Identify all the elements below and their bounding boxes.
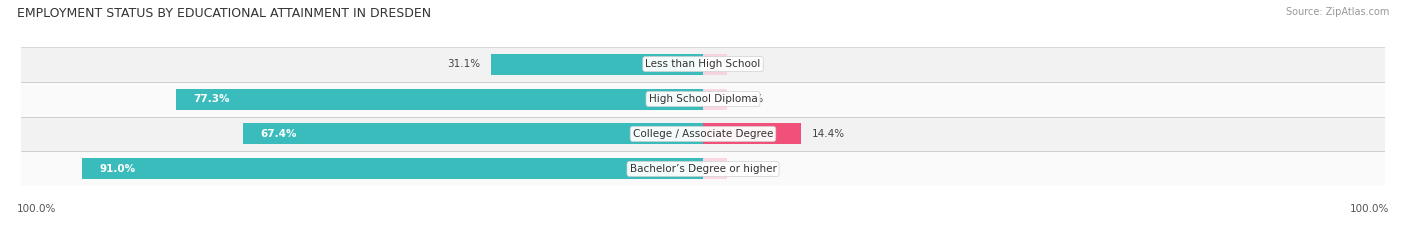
Bar <box>491 54 703 75</box>
Bar <box>243 123 703 144</box>
Text: EMPLOYMENT STATUS BY EDUCATIONAL ATTAINMENT IN DRESDEN: EMPLOYMENT STATUS BY EDUCATIONAL ATTAINM… <box>17 7 432 20</box>
Bar <box>703 158 727 179</box>
Text: Bachelor’s Degree or higher: Bachelor’s Degree or higher <box>630 164 776 174</box>
Text: 67.4%: 67.4% <box>260 129 297 139</box>
Text: Less than High School: Less than High School <box>645 59 761 69</box>
Bar <box>21 82 1385 116</box>
Text: 31.1%: 31.1% <box>447 59 481 69</box>
Bar <box>21 151 1385 186</box>
Text: High School Diploma: High School Diploma <box>648 94 758 104</box>
Text: 0.0%: 0.0% <box>737 94 763 104</box>
Bar <box>176 89 703 110</box>
Bar <box>83 158 703 179</box>
Text: 14.4%: 14.4% <box>811 129 845 139</box>
Bar <box>703 54 727 75</box>
Bar <box>703 89 727 110</box>
Text: 91.0%: 91.0% <box>100 164 135 174</box>
Bar <box>21 116 1385 151</box>
Text: 77.3%: 77.3% <box>193 94 229 104</box>
Text: 0.0%: 0.0% <box>737 59 763 69</box>
Bar <box>21 47 1385 82</box>
Text: Source: ZipAtlas.com: Source: ZipAtlas.com <box>1285 7 1389 17</box>
Text: College / Associate Degree: College / Associate Degree <box>633 129 773 139</box>
Text: 100.0%: 100.0% <box>17 204 56 214</box>
Bar <box>703 123 801 144</box>
Text: 100.0%: 100.0% <box>1350 204 1389 214</box>
Text: 0.0%: 0.0% <box>737 164 763 174</box>
